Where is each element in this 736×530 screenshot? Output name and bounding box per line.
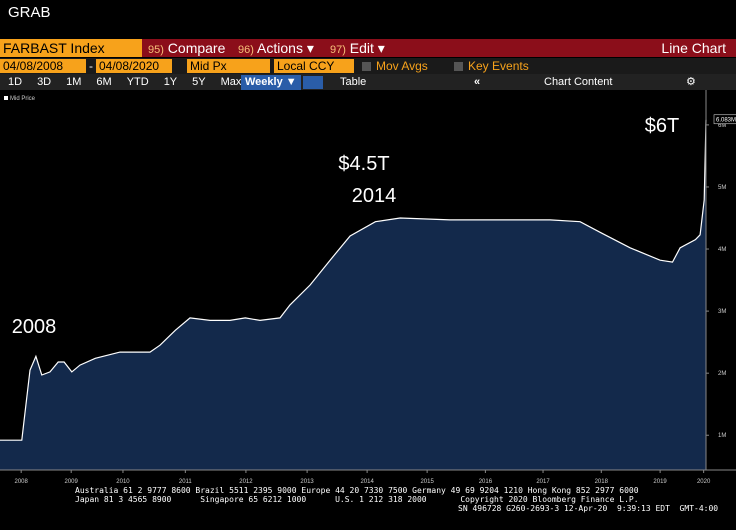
- menu-actions[interactable]: 96) Actions ▾: [238, 40, 314, 57]
- mov-avgs[interactable]: Mov Avgs: [376, 59, 428, 73]
- checkbox[interactable]: [454, 62, 463, 71]
- footer-line: SN 496728 G260-2693-3 12-Apr-20 9:39:13 …: [458, 504, 719, 513]
- x-tick-label: 2017: [536, 479, 550, 485]
- settings-button[interactable]: ⚙: [686, 76, 696, 88]
- area-fill: [0, 119, 706, 471]
- chart-content-button[interactable]: Chart Content: [544, 76, 613, 88]
- menu-key: 97): [330, 44, 346, 56]
- menu-key: 95): [148, 44, 164, 56]
- collapse-button[interactable]: «: [474, 76, 481, 88]
- x-tick-label: 2015: [420, 479, 434, 485]
- period-buttons: 1D 3D 1M 6M YTD 1Y 5Y Max: [0, 74, 248, 91]
- date-separator: -: [89, 59, 93, 73]
- security-field[interactable]: FARBAST Index: [0, 39, 142, 57]
- annotation: $4.5T: [338, 153, 389, 175]
- x-tick-label: 2018: [595, 479, 609, 485]
- period-button[interactable]: 1M: [66, 76, 82, 88]
- menu-edit[interactable]: 97) Edit ▾: [330, 40, 385, 57]
- menu-key: 96): [238, 44, 254, 56]
- footer-line: Australia 61 2 9777 8600 Brazil 5511 239…: [75, 486, 639, 495]
- y-tick-label: 3M: [718, 309, 726, 315]
- footer: Australia 61 2 9777 8600 Brazil 5511 239…: [0, 486, 736, 516]
- legend-swatch: [4, 96, 8, 100]
- view-name: Line Chart: [661, 40, 726, 56]
- period-button[interactable]: 6M: [96, 76, 112, 88]
- window-title: GRAB: [8, 4, 51, 21]
- y-tick-label: 5M: [718, 185, 726, 191]
- y-tick-label: 2M: [718, 371, 726, 377]
- x-tick-label: 2016: [479, 479, 493, 485]
- x-tick-label: 2019: [653, 479, 667, 485]
- period-row: 1D 3D 1M 6M YTD 1Y 5Y Max Weekly ▼ Table « Char…: [0, 74, 736, 91]
- period-button[interactable]: 1D: [8, 76, 23, 88]
- x-tick-label: 2010: [116, 479, 130, 485]
- x-tick-label: 2012: [239, 479, 253, 485]
- last-price-tag: [713, 114, 736, 125]
- currency-select[interactable]: Local CCY: [274, 59, 354, 73]
- annotation: 2008: [12, 316, 57, 338]
- last-price-label: 6.083M: [716, 118, 736, 124]
- menu-compare[interactable]: 95) Compare: [148, 40, 225, 56]
- chart-type-button[interactable]: [303, 76, 323, 89]
- x-tick-label: 2014: [360, 479, 374, 485]
- series-line: [0, 119, 707, 441]
- end-date[interactable]: 04/08/2020: [96, 59, 172, 73]
- x-tick-label: 2009: [65, 479, 79, 485]
- menu-label: Actions ▾: [257, 40, 314, 56]
- field-select[interactable]: Mid Px: [187, 59, 270, 73]
- annotation: 2014: [352, 185, 397, 207]
- x-tick-label: 2011: [179, 479, 193, 485]
- y-tick-label: 6M: [718, 123, 726, 129]
- period-button[interactable]: Max: [220, 76, 242, 88]
- checkbox[interactable]: [362, 62, 371, 71]
- y-tick-label: 1M: [718, 433, 726, 439]
- legend-label: Mid Price: [10, 96, 36, 102]
- menu-label: Edit ▾: [349, 40, 385, 56]
- footer-line: Japan 81 3 4565 8900 Singapore 65 6212 1…: [75, 495, 639, 504]
- period-button[interactable]: 5Y: [192, 76, 206, 88]
- toolbar: FARBAST Index 95) Compare 96) Actions ▾ …: [0, 39, 736, 57]
- chart: Mid Price 1M 2M 3M 4M 5M 6M 2008 2009 2010 2011 201…: [0, 90, 736, 488]
- period-button[interactable]: YTD: [126, 76, 149, 88]
- key-events[interactable]: Key Events: [468, 59, 529, 73]
- y-tick-label: 4M: [718, 247, 726, 253]
- menu-label: Compare: [167, 40, 226, 56]
- annotation: $6T: [645, 115, 679, 137]
- controls-row: 04/08/2008 - 04/08/2020 Mid Px Local CCY…: [0, 58, 736, 74]
- period-button[interactable]: 1Y: [163, 76, 178, 88]
- x-tick-label: 2008: [15, 479, 29, 485]
- period-button[interactable]: 3D: [37, 76, 52, 88]
- start-date[interactable]: 04/08/2008: [0, 59, 86, 73]
- x-tick-label: 2013: [300, 479, 314, 485]
- table-button[interactable]: Table: [340, 76, 367, 88]
- frequency-select[interactable]: Weekly ▼: [241, 75, 301, 90]
- x-tick-label: 2020: [697, 479, 711, 485]
